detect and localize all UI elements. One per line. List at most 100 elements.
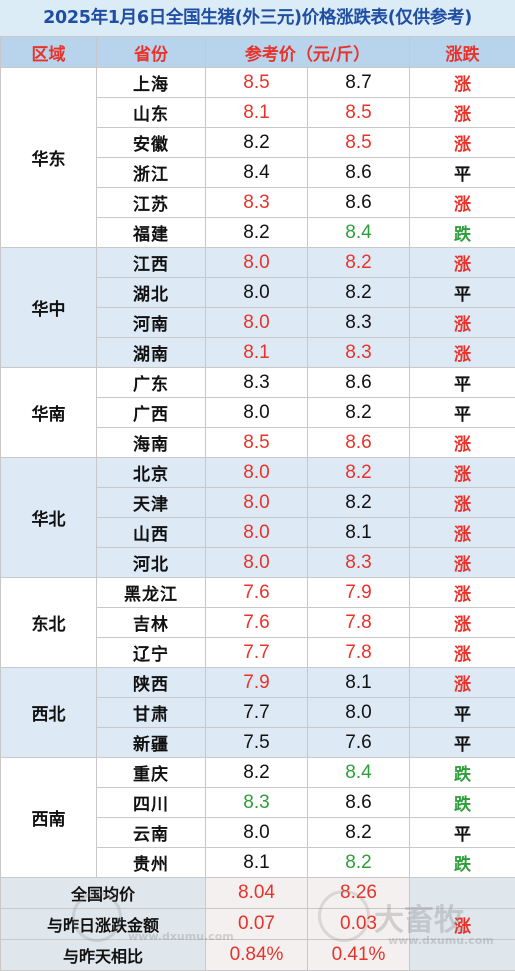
province-cell: 贵州 <box>97 848 206 878</box>
province-cell: 黑龙江 <box>97 578 206 608</box>
prev-price-cell: 8.1 <box>206 338 308 368</box>
trend-cell: 平 <box>410 728 515 758</box>
today-price-cell: 8.6 <box>308 428 410 458</box>
prev-price-cell: 8.3 <box>206 368 308 398</box>
trend-cell: 涨 <box>410 128 515 158</box>
prev-price-cell: 8.0 <box>206 518 308 548</box>
prev-price-cell: 7.5 <box>206 728 308 758</box>
province-cell: 北京 <box>97 458 206 488</box>
prev-price-cell: 8.0 <box>206 548 308 578</box>
today-price-cell: 8.2 <box>308 458 410 488</box>
province-cell: 河北 <box>97 548 206 578</box>
province-cell: 吉林 <box>97 608 206 638</box>
prev-price-cell: 8.0 <box>206 398 308 428</box>
province-cell: 重庆 <box>97 758 206 788</box>
today-price-cell: 7.9 <box>308 578 410 608</box>
header-trend: 涨跌 <box>410 37 515 68</box>
region-cell: 华北 <box>1 458 97 578</box>
prev-price-cell: 7.7 <box>206 698 308 728</box>
prev-price-cell: 8.1 <box>206 98 308 128</box>
trend-cell: 涨 <box>410 248 515 278</box>
today-price-cell: 8.2 <box>308 398 410 428</box>
today-price-cell: 7.8 <box>308 638 410 668</box>
trend-cell: 涨 <box>410 638 515 668</box>
trend-cell: 跌 <box>410 848 515 878</box>
trend-cell: 平 <box>410 278 515 308</box>
prev-price-cell: 8.5 <box>206 68 308 98</box>
today-price-cell: 8.6 <box>308 788 410 818</box>
province-cell: 湖南 <box>97 338 206 368</box>
province-cell: 福建 <box>97 218 206 248</box>
trend-cell: 涨 <box>410 488 515 518</box>
trend-cell: 平 <box>410 398 515 428</box>
today-price-cell: 8.4 <box>308 758 410 788</box>
province-cell: 江苏 <box>97 188 206 218</box>
trend-cell: 涨 <box>410 68 515 98</box>
region-cell: 东北 <box>1 578 97 668</box>
summary-label: 与昨日涨跌金额 <box>1 909 206 940</box>
summary-today-value: 0.03 <box>308 909 410 940</box>
today-price-cell: 8.2 <box>308 278 410 308</box>
prev-price-cell: 7.9 <box>206 668 308 698</box>
prev-price-cell: 8.0 <box>206 248 308 278</box>
prev-price-cell: 8.2 <box>206 128 308 158</box>
trend-cell: 涨 <box>410 338 515 368</box>
summary-trend: 涨 <box>410 909 515 940</box>
summary-today-value: 8.26 <box>308 878 410 909</box>
trend-cell: 跌 <box>410 218 515 248</box>
today-price-cell: 8.2 <box>308 848 410 878</box>
trend-cell: 涨 <box>410 668 515 698</box>
province-cell: 广西 <box>97 398 206 428</box>
region-cell: 华南 <box>1 368 97 458</box>
trend-cell: 平 <box>410 818 515 848</box>
prev-price-cell: 8.2 <box>206 218 308 248</box>
trend-cell: 涨 <box>410 428 515 458</box>
prev-price-cell: 8.3 <box>206 188 308 218</box>
trend-cell: 涨 <box>410 308 515 338</box>
today-price-cell: 8.1 <box>308 668 410 698</box>
today-price-cell: 8.1 <box>308 518 410 548</box>
trend-cell: 跌 <box>410 788 515 818</box>
region-cell: 华中 <box>1 248 97 368</box>
today-price-cell: 8.5 <box>308 128 410 158</box>
province-cell: 新疆 <box>97 728 206 758</box>
province-cell: 河南 <box>97 308 206 338</box>
today-price-cell: 8.4 <box>308 218 410 248</box>
province-cell: 四川 <box>97 788 206 818</box>
trend-cell: 涨 <box>410 458 515 488</box>
today-price-cell: 7.6 <box>308 728 410 758</box>
prev-price-cell: 8.4 <box>206 158 308 188</box>
prev-price-cell: 8.3 <box>206 788 308 818</box>
header-region: 区域 <box>1 37 97 68</box>
prev-price-cell: 7.7 <box>206 638 308 668</box>
today-price-cell: 8.2 <box>308 818 410 848</box>
trend-cell: 涨 <box>410 548 515 578</box>
province-cell: 山东 <box>97 98 206 128</box>
header-row: 区域 省份 参考价（元/斤） 涨跌 <box>1 37 515 68</box>
trend-cell: 跌 <box>410 758 515 788</box>
page-title: 2025年1月6日全国生猪(外三元)价格涨跌表(仅供参考) <box>0 0 515 36</box>
region-cell: 西南 <box>1 758 97 878</box>
province-cell: 江西 <box>97 248 206 278</box>
prev-price-cell: 8.0 <box>206 818 308 848</box>
prev-price-cell: 8.2 <box>206 758 308 788</box>
today-price-cell: 8.6 <box>308 368 410 398</box>
prev-price-cell: 8.0 <box>206 458 308 488</box>
prev-price-cell: 8.0 <box>206 488 308 518</box>
trend-cell: 平 <box>410 698 515 728</box>
today-price-cell: 8.3 <box>308 338 410 368</box>
today-price-cell: 8.3 <box>308 308 410 338</box>
province-cell: 安徽 <box>97 128 206 158</box>
region-cell: 西北 <box>1 668 97 758</box>
prev-price-cell: 8.1 <box>206 848 308 878</box>
prev-price-cell: 7.6 <box>206 578 308 608</box>
